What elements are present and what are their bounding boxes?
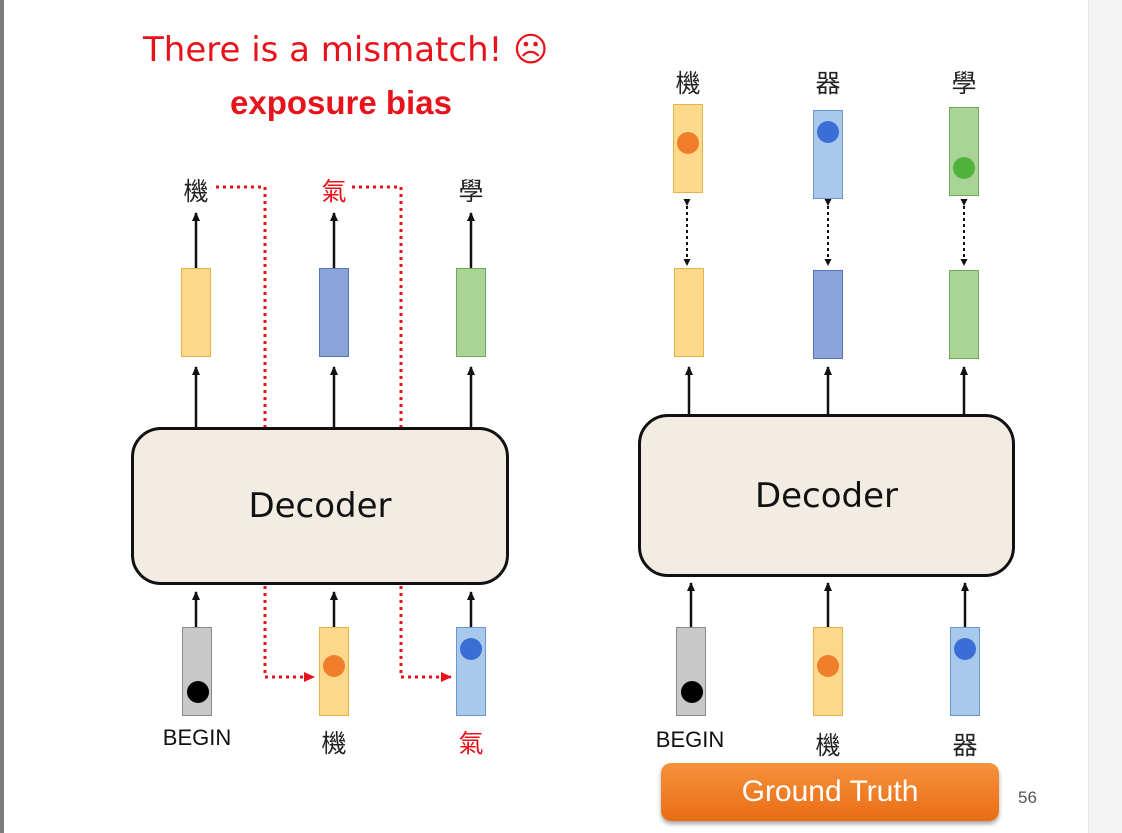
right-input-vector-begin xyxy=(676,627,706,716)
right-input-vector-3 xyxy=(950,627,980,716)
input-dot xyxy=(681,681,703,703)
target-dot xyxy=(677,132,699,154)
target-dot xyxy=(817,121,839,143)
slide-subtitle: exposure bias xyxy=(230,84,452,121)
slide-margin-strip xyxy=(1088,0,1122,833)
window-left-edge xyxy=(0,0,4,833)
left-output-token-1: 機 xyxy=(183,177,209,206)
right-target-vector-3 xyxy=(949,107,979,196)
left-input-token-begin: BEGIN xyxy=(162,725,232,750)
input-dot xyxy=(323,655,345,677)
right-output-vector-1 xyxy=(674,268,704,357)
ground-truth-button[interactable]: Ground Truth xyxy=(661,763,999,821)
left-output-token-2: 氣 xyxy=(321,177,347,206)
left-output-vector-1 xyxy=(181,268,211,357)
left-output-token-3: 學 xyxy=(458,177,484,206)
right-target-token-3: 學 xyxy=(951,69,977,98)
right-input-vector-2 xyxy=(813,627,843,716)
right-target-token-1: 機 xyxy=(675,69,701,98)
page-number: 56 xyxy=(1018,788,1037,807)
slide-title: There is a mismatch! ☹ xyxy=(143,30,549,70)
left-input-token-3: 氣 xyxy=(458,729,484,758)
left-input-token-2: 機 xyxy=(321,729,347,758)
left-decoder-box: Decoder xyxy=(131,427,509,585)
left-input-vector-2 xyxy=(319,627,349,716)
input-dot xyxy=(954,638,976,660)
left-output-vector-3 xyxy=(456,268,486,357)
right-output-vector-3 xyxy=(949,270,979,359)
right-input-token-2: 機 xyxy=(815,731,841,760)
right-target-vector-1 xyxy=(673,104,703,193)
input-dot xyxy=(460,638,482,660)
right-target-vector-2 xyxy=(813,110,843,199)
left-input-vector-3 xyxy=(456,627,486,716)
right-input-token-3: 器 xyxy=(952,731,978,760)
right-decoder-box: Decoder xyxy=(638,414,1015,577)
input-dot xyxy=(817,655,839,677)
right-input-token-begin: BEGIN xyxy=(655,727,725,752)
right-output-vector-2 xyxy=(813,270,843,359)
left-input-vector-begin xyxy=(182,627,212,716)
target-dot xyxy=(953,157,975,179)
input-dot xyxy=(187,681,209,703)
right-target-token-2: 器 xyxy=(815,69,841,98)
left-output-vector-2 xyxy=(319,268,349,357)
